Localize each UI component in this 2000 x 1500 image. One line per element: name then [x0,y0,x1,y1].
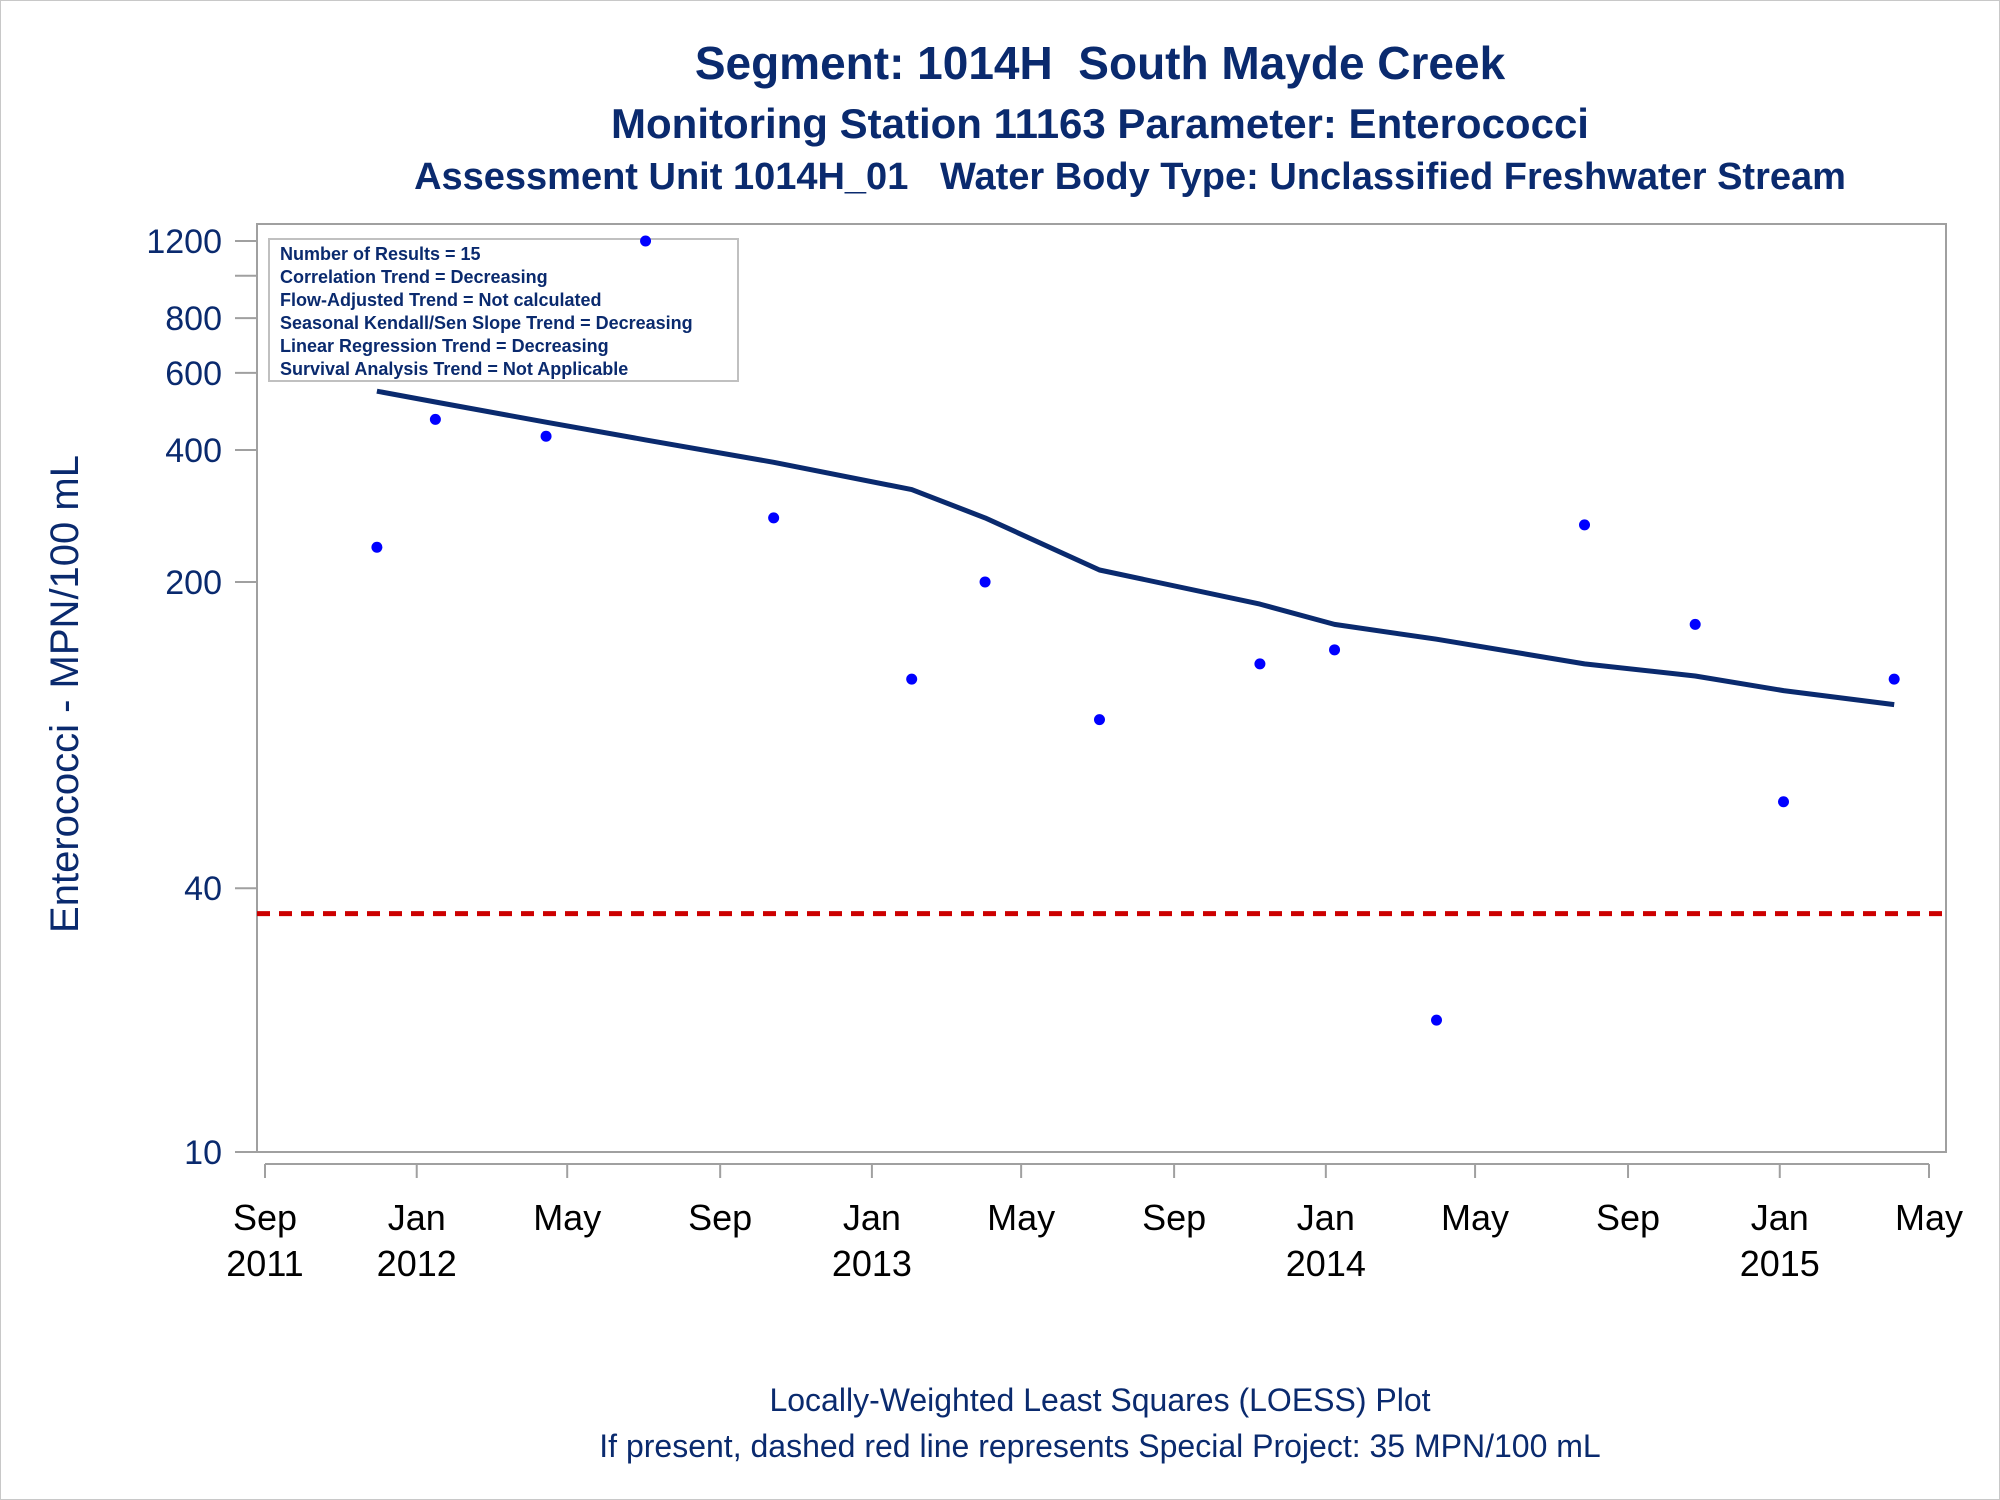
chart-subtitle-station: Monitoring Station 11163 Parameter: Ente… [611,100,1589,147]
footnote-loess: Locally-Weighted Least Squares (LOESS) P… [769,1382,1431,1418]
x-tick-label: May [1895,1197,1963,1238]
chart-subtitle-assessment: Assessment Unit 1014H_01 Water Body Type… [414,156,1846,198]
data-point [1777,796,1789,808]
x-tick-label: May [533,1197,601,1238]
y-tick-label: 10 [184,1134,222,1172]
loess-line [376,388,1895,708]
data-point [1329,644,1341,656]
data-point [640,235,652,247]
legend-line-survival: Survival Analysis Trend = Not Applicable [280,359,628,379]
data-point [1093,714,1105,726]
legend-line-seasonal-kendall: Seasonal Kendall/Sen Slope Trend = Decre… [280,313,693,333]
y-tick-label: 600 [165,355,222,393]
legend-box: Number of Results = 15 Correlation Trend… [268,238,739,382]
data-point [1579,519,1591,531]
data-point [540,430,552,442]
y-axis: 10 40 200 400 600 800 1200 [146,223,257,1172]
x-tick-label: Jan [1297,1197,1355,1238]
data-point [429,413,441,425]
x-tick-label: May [1441,1197,1509,1238]
legend-line-results: Number of Results = 15 [280,244,481,264]
x-tick-label: Sep [233,1197,297,1238]
x-tick-label: Jan [1751,1197,1809,1238]
y-axis-label: Enterococci - MPN/100 mL [43,455,87,933]
y-tick-label: 40 [184,870,222,908]
data-point [979,576,991,588]
x-tick-label: Jan [388,1197,446,1238]
y-tick-label: 400 [165,432,222,470]
x-tick-year-label: 2013 [832,1243,912,1284]
x-tick-label: Sep [1142,1197,1206,1238]
y-tick-label: 200 [165,564,222,602]
data-point [768,512,780,524]
x-tick-year-label: 2014 [1286,1243,1366,1284]
data-point [1689,618,1701,630]
data-point [1431,1014,1443,1026]
x-tick-label: Jan [843,1197,901,1238]
legend-frame [268,238,739,382]
legend-line-linear-regression: Linear Regression Trend = Decreasing [280,336,609,356]
x-tick-year-label: 2015 [1740,1243,1820,1284]
footnote-reference-line: If present, dashed red line represents S… [599,1428,1601,1464]
plot-area [256,223,1947,1153]
chart-title: Segment: 1014H South Mayde Creek [694,37,1506,89]
data-point [1254,658,1266,670]
x-tick-label: May [987,1197,1055,1238]
y-tick-label: 1200 [146,223,222,261]
data-series [257,235,1946,1026]
legend-line-correlation: Correlation Trend = Decreasing [280,267,548,287]
legend-line-flow-adjusted: Flow-Adjusted Trend = Not calculated [280,290,602,310]
data-point [1888,673,1900,685]
x-tick-year-label: 2011 [226,1243,303,1284]
data-point [371,541,383,553]
x-axis: Sep 2011 Jan 2012 May Sep Jan 2013 May Sep Jan 2014… [226,1163,1963,1284]
x-tick-label: Sep [1596,1197,1660,1238]
y-tick-label: 800 [165,300,222,338]
data-point [906,673,918,685]
x-tick-year-label: 2012 [377,1243,457,1284]
x-tick-label: Sep [688,1197,752,1238]
